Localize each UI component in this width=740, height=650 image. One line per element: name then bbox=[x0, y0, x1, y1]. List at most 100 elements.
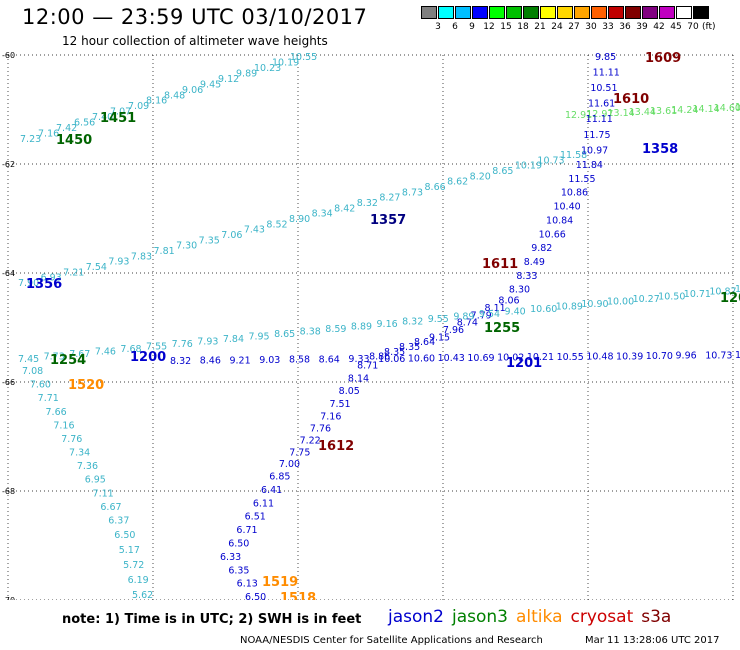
wave-height-value: 10.69 bbox=[467, 353, 494, 364]
wave-height-value: 10.39 bbox=[616, 351, 643, 362]
wave-height-value: 6.33 bbox=[220, 552, 241, 563]
wave-height-value: 9.15 bbox=[429, 332, 450, 343]
color-scale-unit: (ft) bbox=[702, 22, 716, 32]
pass-time-label: 1450 bbox=[56, 133, 92, 148]
latitude-label: -66 bbox=[2, 378, 15, 387]
wave-height-value: 7.75 bbox=[289, 447, 310, 458]
time-markers: 1450 1451 1609 1610 1358 1357 1611 1356 1255 1254… bbox=[26, 51, 740, 600]
wave-height-value: 11.55 bbox=[568, 174, 595, 185]
units-note: note: 1) Time is in UTC; 2) SWH is in fe… bbox=[62, 612, 362, 627]
wave-height-value: 8.66 bbox=[425, 182, 446, 193]
wave-height-value: 8.32 bbox=[170, 356, 191, 367]
wave-height-value: 6.35 bbox=[228, 565, 249, 576]
wave-height-value: 7.76 bbox=[310, 424, 331, 435]
wave-height-value: 8.35 bbox=[399, 342, 420, 353]
color-scale-label: 9 bbox=[469, 22, 475, 32]
wave-height-value: 10.66 bbox=[539, 229, 566, 240]
axis-labels: -60-62-64-66-68-70-120-117-114-111-108-1… bbox=[2, 51, 15, 600]
wave-height-value: 7.00 bbox=[279, 459, 300, 470]
wave-height-value: 9.33 bbox=[348, 354, 369, 365]
wave-height-value: 8.14 bbox=[348, 373, 369, 384]
wave-height-value: 6.19 bbox=[128, 575, 149, 586]
wave-height-value: 5.17 bbox=[119, 545, 140, 556]
wave-height-value: 7.71 bbox=[38, 393, 59, 404]
color-swatch bbox=[659, 6, 675, 19]
wave-height-value: 6.93 bbox=[41, 273, 62, 284]
wave-height-value: 10.60 bbox=[408, 353, 435, 364]
wave-height-value: 9.55 bbox=[428, 314, 449, 325]
wave-height-value: 7.55 bbox=[146, 342, 167, 353]
pass-time-label: 1520 bbox=[68, 378, 104, 393]
wave-height-value: 6.50 bbox=[114, 530, 135, 541]
wave-height-value: 8.42 bbox=[334, 203, 355, 214]
wave-height-value: 12.91 bbox=[565, 110, 592, 121]
wave-height-value: 10.73 bbox=[537, 155, 564, 166]
wave-height-value: 8.35 bbox=[384, 347, 405, 358]
wave-height-value: 7.43 bbox=[244, 225, 265, 236]
wave-height-value: 8.06 bbox=[498, 296, 519, 307]
wave-height-value: 7.06 bbox=[221, 230, 242, 241]
wave-height-value: 8.11 bbox=[485, 303, 506, 314]
wave-height-value: 10.06 bbox=[378, 354, 405, 365]
color-scale-label: 18 bbox=[517, 22, 529, 32]
color-swatch bbox=[676, 6, 692, 19]
track-1358: 12.9112.9713.1413.4413.6114.2414.1414.60… bbox=[565, 102, 740, 121]
satellite-tracks: 7.237.167.426.567.407.077.098.168.489.06… bbox=[18, 52, 740, 600]
color-scale-label: 6 bbox=[452, 22, 458, 32]
wave-height-value: 8.62 bbox=[447, 177, 468, 188]
wave-height-value: 7.90 bbox=[18, 278, 39, 289]
wave-height-value: 7.67 bbox=[69, 349, 90, 360]
wave-height-value: 8.64 bbox=[414, 337, 435, 348]
wave-height-value: 14.24 bbox=[671, 105, 698, 116]
wave-height-value: 10.73 bbox=[705, 350, 732, 361]
wave-height-value: 8.49 bbox=[524, 257, 545, 268]
wave-height-value: 8.52 bbox=[266, 219, 287, 230]
wave-height-value: 9.21 bbox=[229, 355, 250, 366]
track-1356: 7.90 6.93 7.21 7.54 7.93 7.83 7.81 7.30 7.35 7.06… bbox=[18, 150, 587, 289]
wave-height-value: 8.71 bbox=[357, 361, 378, 372]
wave-height-value: 11.11 bbox=[586, 114, 613, 125]
color-scale-label: 27 bbox=[568, 22, 580, 32]
wave-height-value: 7.34 bbox=[69, 448, 90, 459]
wave-height-value: 11.75 bbox=[583, 130, 610, 141]
wave-height-value: 8.65 bbox=[492, 166, 513, 177]
wave-height-value: 7.09 bbox=[128, 101, 149, 112]
wave-height-value: 9.89 bbox=[236, 68, 257, 79]
wave-height-value: 7.81 bbox=[154, 246, 175, 257]
wave-height-value: 14.60 bbox=[714, 103, 740, 114]
wave-height-value: 7.16 bbox=[320, 412, 341, 423]
pass-time-label: 1201 bbox=[506, 356, 542, 371]
wave-height-value: 7.22 bbox=[300, 435, 321, 446]
wave-height-value: 10.27 bbox=[633, 294, 660, 305]
legend-entry-jason3: jason3 bbox=[452, 607, 508, 627]
wave-height-value: 8.30 bbox=[509, 285, 530, 296]
pass-time-label: 1610 bbox=[613, 92, 649, 107]
wave-height-value: 10.89 bbox=[556, 302, 583, 313]
wave-height-value: 10.55 bbox=[557, 352, 584, 363]
pass-time-label: 1358 bbox=[642, 142, 678, 157]
pass-time-label: 1612 bbox=[318, 439, 354, 454]
color-scale-label: 21 bbox=[534, 22, 546, 32]
wave-height-value: 10.70 bbox=[646, 351, 673, 362]
wave-height-value: 7.42 bbox=[56, 123, 77, 134]
wave-height-value: 7.96 bbox=[443, 325, 464, 336]
wave-height-value: 8.05 bbox=[339, 386, 360, 397]
pass-time-label: 1518 bbox=[280, 591, 316, 600]
color-swatch bbox=[421, 6, 437, 19]
wave-height-value: 8.46 bbox=[200, 356, 221, 367]
color-swatch bbox=[506, 6, 522, 19]
color-scale-label: 42 bbox=[653, 22, 665, 32]
wave-height-value: 7.54 bbox=[86, 262, 107, 273]
color-swatch bbox=[591, 6, 607, 19]
pass-time-label: 1451 bbox=[100, 111, 136, 126]
latitude-label: -64 bbox=[2, 269, 15, 278]
wave-height-value: 6.50 bbox=[228, 539, 249, 550]
color-swatch bbox=[455, 6, 471, 19]
wave-height-value: 9.06 bbox=[182, 85, 203, 96]
wave-height-value: 7.83 bbox=[131, 251, 152, 262]
wave-height-value: 7.08 bbox=[22, 366, 43, 377]
wave-height-value: 6.85 bbox=[269, 471, 290, 482]
wave-height-value: 7.11 bbox=[93, 488, 114, 499]
wave-height-value: 11.84 bbox=[576, 160, 603, 171]
wave-height-value: 8.86 bbox=[369, 352, 390, 363]
